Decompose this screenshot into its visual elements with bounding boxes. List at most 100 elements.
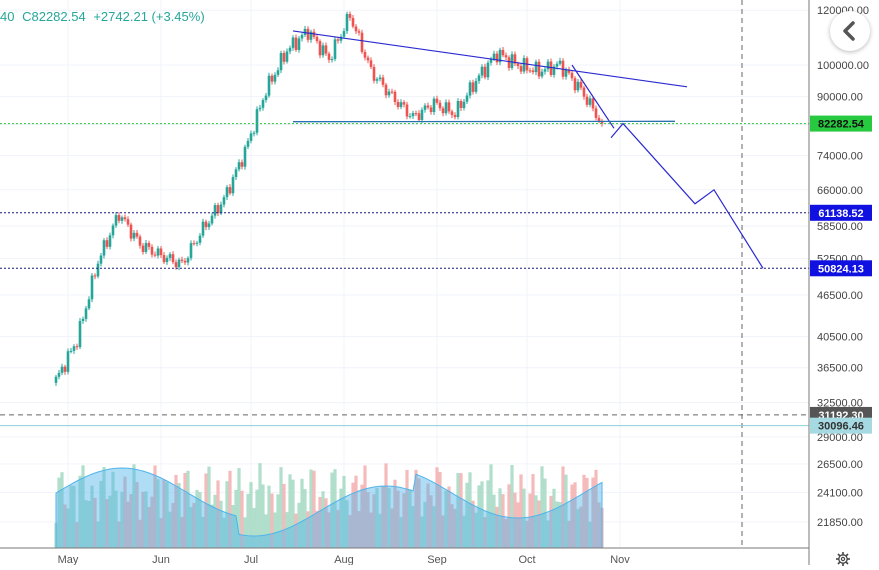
candle-body bbox=[298, 38, 301, 49]
candle-body bbox=[418, 113, 421, 120]
candle-body bbox=[442, 108, 445, 113]
price-axis-tick-label: 21850.00 bbox=[817, 517, 863, 529]
candle-body bbox=[322, 45, 325, 55]
candle-body bbox=[109, 235, 112, 247]
candle-body bbox=[535, 62, 538, 72]
resistance-trendline bbox=[293, 31, 687, 87]
candle-body bbox=[565, 70, 568, 77]
candle-body bbox=[250, 133, 253, 140]
candle-body bbox=[199, 236, 202, 243]
candle-body bbox=[385, 85, 388, 96]
candle-body bbox=[403, 102, 406, 104]
candle-body bbox=[376, 79, 379, 81]
price-axis-tick-label: 26500.00 bbox=[817, 459, 863, 471]
candle-body bbox=[220, 205, 223, 214]
price-level-label: 61138.52 bbox=[818, 208, 863, 220]
candle-body bbox=[259, 108, 262, 109]
candle-body bbox=[460, 101, 463, 108]
projection-path bbox=[611, 124, 763, 269]
candle-body bbox=[256, 109, 259, 133]
price-axis-tick-label: 24100.00 bbox=[817, 487, 863, 499]
candle-body bbox=[478, 75, 481, 80]
volume-pane bbox=[54, 463, 603, 548]
candle-body bbox=[238, 162, 241, 169]
candle-body bbox=[178, 260, 181, 267]
candles bbox=[55, 11, 604, 385]
candle-body bbox=[556, 64, 559, 67]
candle-body bbox=[130, 225, 133, 239]
candle-body bbox=[538, 62, 541, 77]
candle-body bbox=[271, 76, 274, 82]
candle-body bbox=[577, 82, 580, 90]
candle-body bbox=[148, 243, 151, 247]
candle-body bbox=[325, 45, 328, 53]
candle-body bbox=[88, 299, 91, 308]
candle-body bbox=[190, 243, 193, 258]
candle-body bbox=[79, 321, 82, 347]
candle-body bbox=[139, 237, 142, 246]
candle-body bbox=[202, 222, 205, 236]
back-button[interactable] bbox=[830, 11, 870, 51]
candle-body bbox=[475, 81, 478, 92]
candle-body bbox=[361, 33, 364, 52]
candle-body bbox=[316, 37, 319, 41]
time-axis-label: Jun bbox=[152, 554, 170, 565]
candle-body bbox=[334, 39, 337, 59]
candle-body bbox=[427, 106, 430, 108]
candle-body bbox=[244, 147, 247, 167]
candle-body bbox=[496, 54, 499, 63]
candle-body bbox=[208, 223, 211, 227]
candle-body bbox=[94, 275, 97, 276]
price-axis-tick-label: 66000.00 bbox=[817, 185, 863, 197]
candle-body bbox=[523, 58, 526, 71]
candle-body bbox=[289, 48, 292, 52]
candle-body bbox=[253, 133, 256, 134]
candle-body bbox=[301, 35, 304, 38]
time-axis-label: Aug bbox=[334, 554, 354, 565]
price-axis-tick-label: 36500.00 bbox=[817, 363, 863, 375]
candle-body bbox=[136, 233, 139, 237]
candle-body bbox=[544, 69, 547, 71]
candle-body bbox=[268, 76, 271, 96]
price-axis-tick-label: 58500.00 bbox=[817, 221, 863, 233]
candle-body bbox=[64, 367, 67, 372]
candle-body bbox=[142, 246, 145, 252]
candle-body bbox=[430, 108, 433, 113]
candle-body bbox=[421, 110, 424, 120]
candle-body bbox=[517, 64, 520, 66]
candle-body bbox=[193, 243, 196, 244]
candle-body bbox=[364, 52, 367, 58]
candle-body bbox=[106, 240, 109, 247]
ohlc-legend: 40 C82282.54 +2742.21 (+3.45%) bbox=[0, 9, 209, 24]
candle-body bbox=[175, 262, 178, 267]
candle-body bbox=[532, 70, 535, 72]
candle-body bbox=[247, 141, 250, 147]
candle-body bbox=[541, 72, 544, 77]
candle-body bbox=[391, 92, 394, 93]
candle-body bbox=[319, 41, 322, 55]
legend-close: C82282.54 bbox=[22, 9, 86, 24]
candle-body bbox=[379, 78, 382, 80]
price-axis-tick-label: 40500.00 bbox=[817, 331, 863, 343]
candle-body bbox=[358, 31, 361, 32]
candle-body bbox=[586, 97, 589, 105]
candle-body bbox=[595, 108, 598, 118]
candle-body bbox=[274, 75, 277, 82]
candle-body bbox=[307, 29, 310, 40]
candle-body bbox=[181, 260, 184, 261]
candle-body bbox=[484, 67, 487, 78]
candle-body bbox=[169, 254, 172, 258]
candle-body bbox=[349, 14, 352, 18]
candle-body bbox=[547, 62, 550, 70]
candle-body bbox=[67, 351, 70, 372]
candle-body bbox=[133, 233, 136, 239]
candle-body bbox=[505, 55, 508, 57]
candle-body bbox=[511, 54, 514, 68]
candle-body bbox=[124, 217, 127, 219]
candle-body bbox=[520, 66, 523, 71]
candle-body bbox=[121, 217, 124, 220]
candle-body bbox=[487, 63, 490, 78]
candle-body bbox=[277, 70, 280, 75]
